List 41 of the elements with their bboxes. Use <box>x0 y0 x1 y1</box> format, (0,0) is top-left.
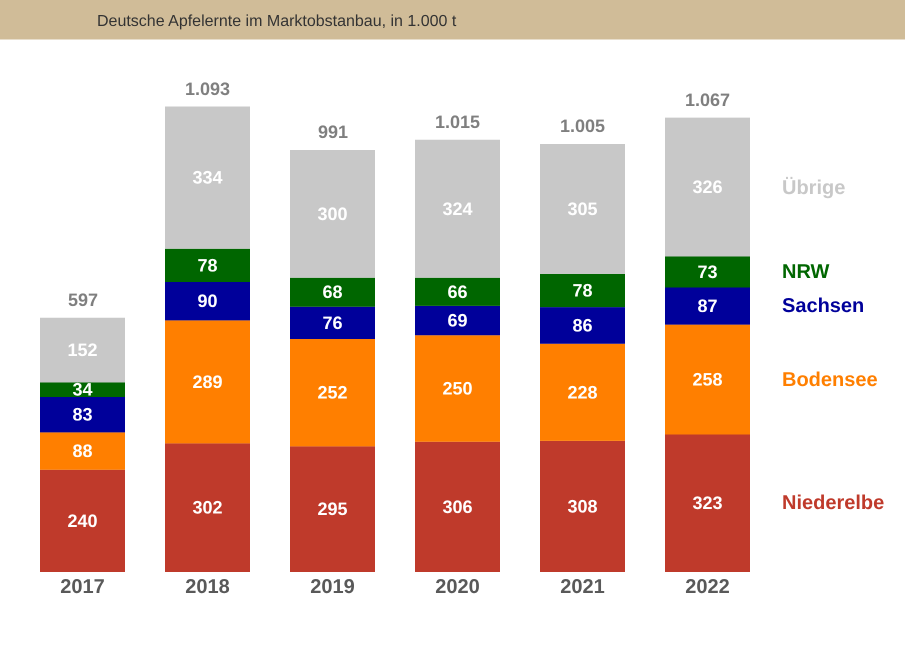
x-tick-label: 2017 <box>60 576 105 598</box>
x-tick-label: 2019 <box>310 576 355 598</box>
data-label: 250 <box>442 378 473 398</box>
series-label: Bodensee <box>782 369 878 391</box>
data-label: 228 <box>567 382 598 402</box>
chart-subtitle: Deutsche Apfelernte im Marktobstanbau, in 1.000 t <box>97 13 457 30</box>
data-label: 90 <box>197 291 218 312</box>
data-label: 78 <box>572 280 593 301</box>
data-label: 240 <box>67 510 98 531</box>
data-label: 88 <box>72 441 93 462</box>
x-tick-label: 2021 <box>560 576 605 598</box>
data-label: 76 <box>322 312 343 333</box>
data-label: 289 <box>192 372 223 392</box>
data-label: 69 <box>447 310 468 331</box>
data-label: 306 <box>442 496 473 517</box>
data-label: 34 <box>72 380 93 400</box>
x-tick-label: 2020 <box>435 576 480 598</box>
total-label: 991 <box>318 122 348 142</box>
data-label: 86 <box>572 315 593 336</box>
data-label: 78 <box>197 255 218 276</box>
series-label: NRW <box>782 261 830 283</box>
data-label: 323 <box>692 493 723 514</box>
total-label: 1.015 <box>435 112 480 132</box>
data-label: 258 <box>692 370 723 390</box>
data-label: 295 <box>317 499 348 520</box>
total-label: 1.093 <box>185 79 230 99</box>
data-label: 66 <box>447 282 468 302</box>
total-label: 1.067 <box>685 90 730 110</box>
x-tick-label: 2018 <box>185 576 230 598</box>
data-label: 87 <box>697 296 718 316</box>
total-label: 597 <box>68 290 98 310</box>
data-label: 252 <box>317 382 348 403</box>
x-tick-label: 2022 <box>685 576 730 598</box>
data-label: 302 <box>192 498 223 518</box>
data-label: 73 <box>697 262 718 282</box>
data-label: 68 <box>322 282 343 302</box>
data-label: 308 <box>567 496 598 516</box>
data-label: 83 <box>72 404 93 425</box>
series-label: Sachsen <box>782 295 864 317</box>
total-label: 1.005 <box>560 116 606 136</box>
series-label: Niederelbe <box>782 492 884 514</box>
